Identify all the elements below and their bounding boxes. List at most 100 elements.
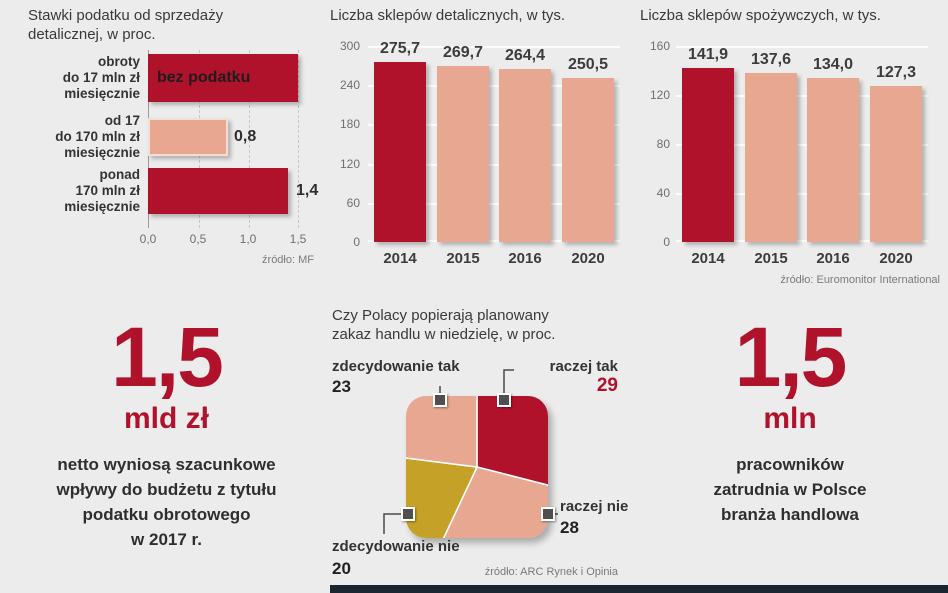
tax-row-label: ponad 170 mln zł miesięcznie [64, 167, 140, 214]
bar-2014: 141,9 [682, 46, 734, 242]
tax-row-label: obroty do 17 mln zł miesięcznie [62, 54, 140, 101]
bar-low-rate: 0,8 [148, 118, 256, 156]
source-mf: źródło: MF [262, 254, 314, 266]
tax-rates-chart: Stawki podatku od sprzedaży detalicznej,… [28, 6, 328, 296]
pie-segment-raczej-tak [476, 396, 548, 498]
y-tick: 300 [339, 39, 360, 53]
grocery-plot-area: 141,9 137,6 134,0 127,3 [676, 46, 928, 242]
y-tick: 80 [656, 137, 670, 151]
bar-2014: 275,7 [374, 40, 426, 242]
pie-label-raczej-nie: raczej nie [560, 498, 629, 515]
bar-inside-label: bez podatku [157, 69, 251, 86]
x-tick: 1,5 [289, 232, 307, 246]
pie-segment-zdecydowanie-tak [406, 396, 478, 468]
y-tick: 40 [656, 186, 670, 200]
highlight-text: pracowników zatrudnia w Polsce branża ha… [713, 454, 867, 524]
bar-2016: 264,4 [499, 47, 551, 242]
source-euromonitor: źródło: Euromonitor International [780, 274, 940, 286]
y-tick: 0 [353, 235, 360, 249]
y-tick: 120 [649, 88, 670, 102]
pie-value-raczej-tak: 29 [596, 375, 618, 396]
pie-label-zdecydowanie-tak: zdecydowanie tak [332, 358, 460, 375]
tax-row-low: od 17 do 170 mln zł miesięcznie 0,8 [28, 113, 298, 160]
highlight-unit: mln [763, 401, 817, 435]
gridline [368, 202, 620, 205]
bar-fill [499, 69, 551, 242]
retail-shops-chart: Liczba sklepów detalicznych, w tys. 300 … [330, 6, 622, 296]
bar-value-label: 141,9 [687, 46, 729, 64]
retail-plot-area: 275,7 269,7 264,4 250,5 [368, 40, 620, 242]
x-axis-ticks: 0,0 0,5 1,0 1,5 [140, 232, 307, 246]
bar-value-label: 1,4 [296, 182, 319, 199]
gridline [676, 240, 928, 242]
bar-fill [745, 73, 797, 242]
pie-value-zdecydowanie-nie: 20 [332, 559, 351, 578]
year-label: 2015 [446, 250, 480, 267]
gridline [368, 85, 620, 88]
gridline [298, 50, 299, 228]
bar-track: 1,4 [148, 168, 318, 214]
bar-track: bez podatku [148, 54, 298, 102]
y-tick: 120 [339, 156, 360, 171]
year-label: 2014 [383, 250, 417, 267]
highlight-unit: mld zł [123, 401, 209, 435]
bar-2015: 269,7 [437, 44, 489, 242]
bar-value-label: 269,7 [442, 43, 484, 61]
sunday-ban-pie-chart: Czy Polacy popierają planowany zakaz han… [332, 306, 632, 593]
year-label: 2020 [879, 250, 913, 267]
bar-fill [437, 65, 489, 242]
x-tick: 1,0 [239, 232, 257, 246]
gridline [249, 50, 250, 228]
pie-segment-raczej-nie [425, 466, 548, 538]
bar-fill [807, 77, 859, 242]
pie-marker-raczej-nie [541, 507, 555, 521]
bar-fill [562, 78, 614, 242]
gridline [676, 95, 928, 97]
bar-value-label: 127,3 [875, 64, 917, 82]
y-axis-ticks: 160 120 80 40 0 [640, 39, 670, 249]
bar-value-label: 137,6 [750, 51, 792, 69]
source-arc: źródło: ARC Rynek i Opinia [484, 566, 618, 578]
y-axis-ticks: 300 240 180 120 60 0 [330, 39, 360, 249]
x-tick: 0,0 [139, 232, 157, 246]
y-tick: 180 [339, 117, 360, 132]
bottom-navy-bar [330, 585, 948, 593]
pie-svg [406, 396, 548, 538]
year-label: 2016 [508, 250, 542, 267]
year-label: 2016 [816, 250, 850, 267]
pie-value-zdecydowanie-tak: 23 [332, 377, 351, 396]
y-tick: 240 [339, 78, 360, 93]
gridline [676, 144, 928, 146]
grocery-shops-chart: Liczba sklepów spożywczych, w tys. 160 1… [640, 6, 940, 296]
pie-value-raczej-nie: 28 [560, 518, 579, 537]
gridline [676, 46, 928, 48]
tax-row-high: ponad 170 mln zł miesięcznie 1,4 [28, 167, 318, 214]
gridline [676, 193, 928, 195]
year-label: 2015 [754, 250, 788, 267]
pie-chart [406, 396, 548, 538]
tax-chart-title: Stawki podatku od sprzedaży detalicznej,… [28, 7, 224, 43]
bar-fill [870, 86, 922, 242]
gridline [368, 46, 620, 48]
bar-2020: 127,3 [870, 64, 922, 242]
highlight-number: 1,5 [734, 310, 848, 404]
grocery-chart-title: Liczba sklepów spożywczych, w tys. [640, 7, 881, 24]
bar-track: 0,8 [148, 118, 298, 156]
y-tick: 160 [649, 39, 670, 53]
pie-chart-title: Czy Polacy popierają planowany zakaz han… [332, 307, 556, 343]
year-label: 2020 [571, 250, 605, 267]
x-axis-years: 2014 2015 2016 2020 [676, 250, 928, 270]
bar-fill [682, 68, 734, 242]
pie-marker-zdecydowanie-nie [401, 507, 415, 521]
bar-no-tax: bez podatku [148, 54, 298, 102]
bar-2016: 134,0 [807, 56, 859, 242]
tax-row-label: od 17 do 170 mln zł miesięcznie [55, 113, 140, 160]
y-tick: 60 [346, 195, 360, 210]
pie-segment-zdecydowanie-nie [406, 451, 479, 538]
bar-value-label: 250,5 [567, 56, 609, 74]
pie-marker-raczej-tak [497, 393, 511, 407]
bar-value-label: 275,7 [379, 39, 421, 57]
budget-highlight: 1,5 mld zł netto wyniosą szacunkowe wpły… [24, 310, 309, 552]
highlight-number: 1,5 [111, 310, 224, 404]
